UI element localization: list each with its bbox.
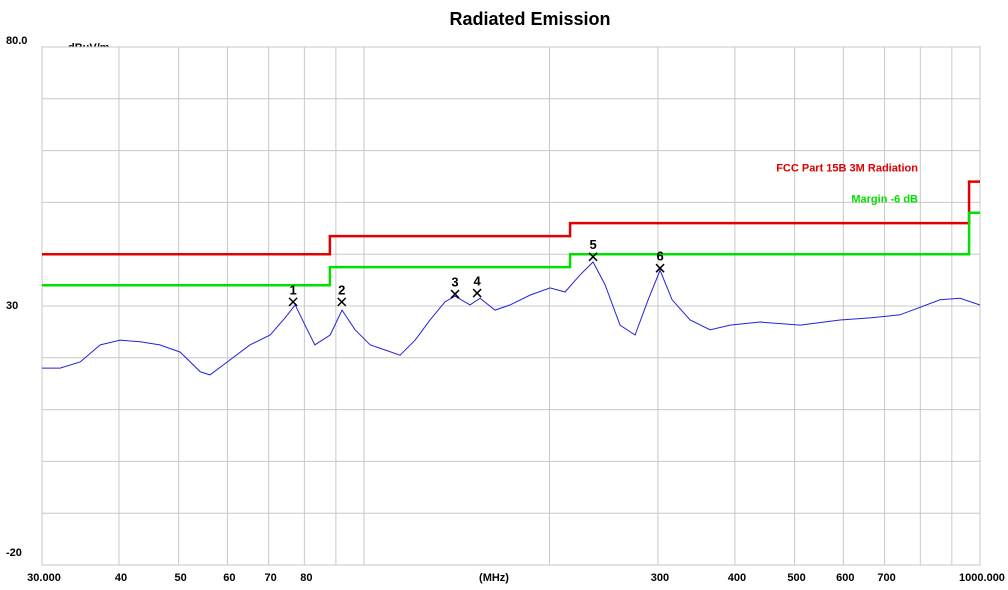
x-tick-label: 700 (877, 572, 895, 584)
marker-label: 5 (589, 237, 596, 252)
legend-label: Margin -6 dB (851, 194, 918, 206)
marker (337, 297, 347, 307)
y-tick-label: 30 (6, 300, 18, 312)
marker-label: 4 (474, 273, 482, 288)
marker (450, 289, 460, 299)
marker-label: 1 (289, 282, 296, 297)
x-tick-label: 60 (223, 572, 235, 584)
x-tick-label: 500 (787, 572, 805, 584)
limit-line (42, 180, 980, 256)
x-tick-label: 80 (300, 572, 312, 584)
legend-label: FCC Part 15B 3M Radiation (776, 163, 918, 175)
y-tick-label: 80.0 (6, 35, 27, 47)
marker-label: 2 (338, 282, 345, 297)
x-tick-label: 400 (728, 572, 746, 584)
marker (288, 297, 298, 307)
marker-label: 6 (656, 249, 663, 264)
x-tick-label: 1000.000 (959, 572, 1005, 584)
marker (655, 263, 665, 273)
x-tick-label: 300 (651, 572, 669, 584)
x-axis-label: (MHz) (479, 572, 509, 584)
x-tick-label: 40 (115, 572, 127, 584)
marker (588, 252, 598, 262)
emission-trace (42, 261, 981, 376)
limit-line (42, 211, 980, 287)
marker-label: 3 (451, 275, 458, 290)
x-tick-label: 70 (265, 572, 277, 584)
chart-title: Radiated Emission (449, 9, 610, 29)
marker (472, 288, 482, 298)
x-tick-label: 30.000 (27, 572, 61, 584)
x-tick-label: 600 (836, 572, 854, 584)
x-tick-label: 50 (175, 572, 187, 584)
y-tick-label: -20 (6, 547, 22, 559)
